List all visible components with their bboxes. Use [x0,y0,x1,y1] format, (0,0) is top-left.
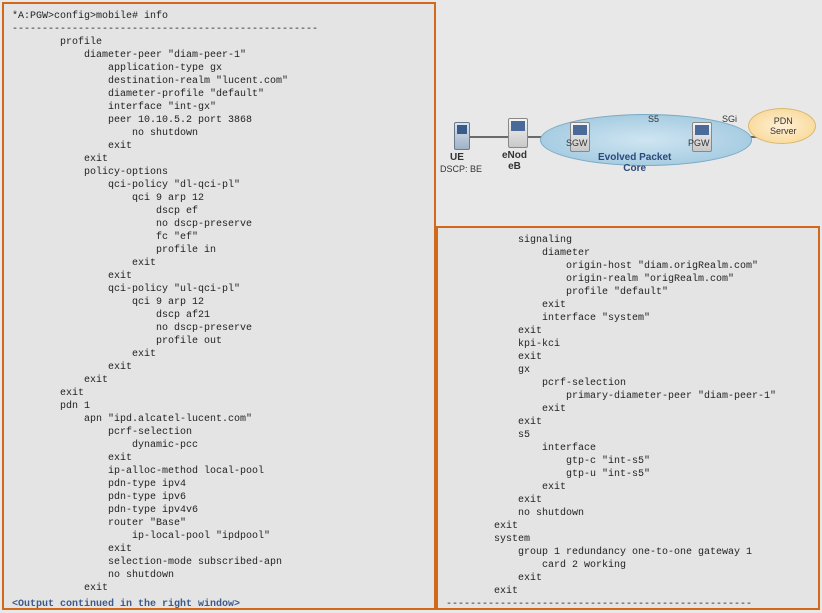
sgi-link-label: SGi [722,114,737,124]
pgw-label: PGW [688,138,710,148]
epc-region-label: Evolved Packet Core [598,152,671,174]
ue-sublabel: DSCP: BE [440,164,482,174]
continued-note: <Output continued in the right window> [12,599,426,610]
ue-label: UE [450,152,464,163]
sgw-label: SGW [566,138,588,148]
config-text-right: signaling diameter origin-host "diam.ori… [446,234,810,611]
s5-link-label: S5 [648,114,659,124]
enodeb-label: eNod eB [502,150,527,172]
enodeb-device-icon [508,118,528,148]
config-panel-left: *A:PGW>config>mobile# info -------------… [2,2,436,610]
ue-device-icon [454,122,470,150]
pdn-server-label: PDN Server [770,116,797,136]
config-panel-right: signaling diameter origin-host "diam.ori… [436,226,820,610]
network-diagram: UE DSCP: BE eNod eB SGW S5 PGW SGi PDN S… [440,96,820,216]
config-text-left: *A:PGW>config>mobile# info -------------… [12,10,426,595]
